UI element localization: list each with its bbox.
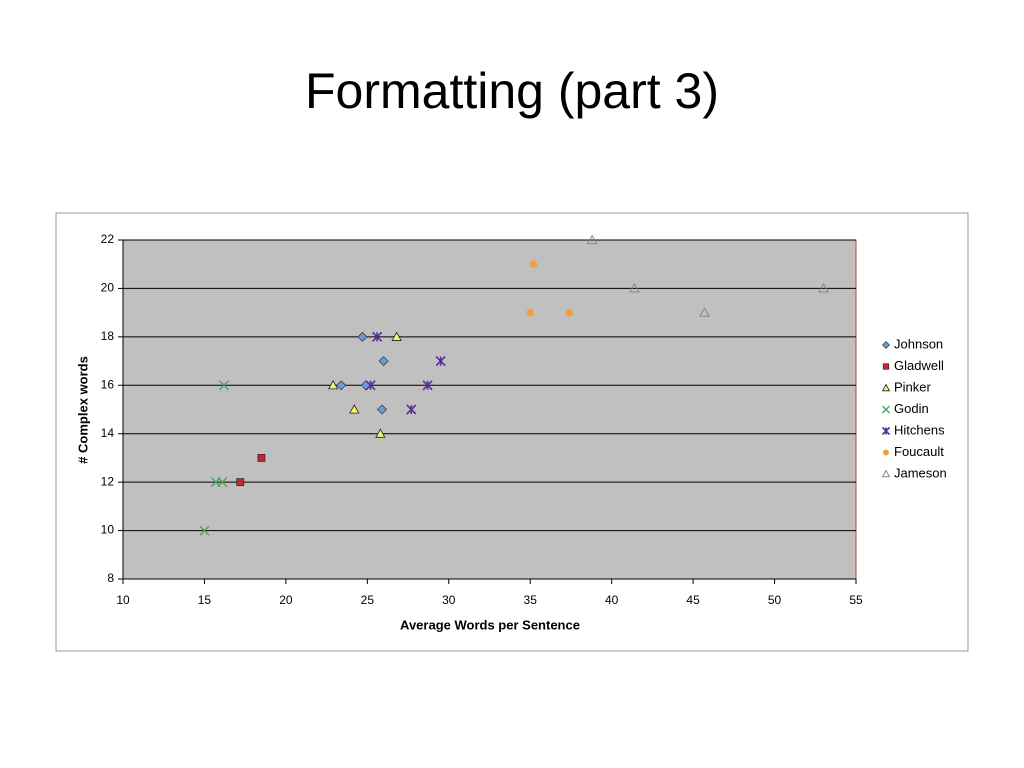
legend-marker xyxy=(882,405,890,414)
x-tick-label: 55 xyxy=(849,593,863,607)
y-tick-label: 18 xyxy=(101,329,115,343)
point xyxy=(372,331,383,342)
point xyxy=(391,331,402,341)
legend-label: Pinker xyxy=(894,379,932,394)
point xyxy=(629,282,640,293)
point xyxy=(336,380,347,391)
point xyxy=(586,234,598,245)
point xyxy=(435,356,446,367)
point xyxy=(406,404,417,415)
x-tick-label: 35 xyxy=(524,593,538,607)
point xyxy=(199,525,210,536)
point xyxy=(236,478,245,487)
y-tick-label: 14 xyxy=(101,426,115,440)
legend-marker xyxy=(882,363,890,370)
x-tick-label: 40 xyxy=(605,593,619,607)
point xyxy=(218,380,229,391)
x-axis-label: Average Words per Sentence xyxy=(400,617,580,632)
legend-marker xyxy=(881,426,891,436)
x-tick-label: 15 xyxy=(198,593,212,607)
legend-label: Foucault xyxy=(894,444,944,459)
y-axis-label: # Complex words xyxy=(75,356,90,464)
point xyxy=(377,404,387,415)
x-tick-label: 25 xyxy=(361,593,375,607)
y-tick-label: 16 xyxy=(101,377,115,391)
legend-marker xyxy=(882,341,890,349)
point xyxy=(699,307,710,317)
legend-marker xyxy=(883,449,889,456)
y-tick-label: 8 xyxy=(107,571,114,585)
x-tick-label: 20 xyxy=(279,593,293,607)
point xyxy=(365,380,376,391)
point xyxy=(357,331,368,342)
point xyxy=(349,404,360,414)
legend-marker xyxy=(881,469,891,478)
point xyxy=(529,260,538,269)
legend-label: Godin xyxy=(894,401,929,416)
point xyxy=(378,356,389,366)
point xyxy=(375,428,386,438)
plot-area xyxy=(122,239,857,580)
legend-label: Jameson xyxy=(894,465,947,480)
x-tick-label: 45 xyxy=(686,593,700,607)
point xyxy=(422,380,433,391)
point xyxy=(526,308,535,317)
y-tick-label: 12 xyxy=(101,474,115,488)
point xyxy=(217,477,228,488)
x-tick-label: 30 xyxy=(442,593,456,607)
legend-marker xyxy=(881,383,891,392)
slide-title: Formatting (part 3) xyxy=(304,63,719,119)
y-tick-label: 20 xyxy=(101,281,115,295)
legend-label: Johnson xyxy=(894,336,943,351)
point xyxy=(818,282,829,293)
y-tick-label: 10 xyxy=(101,523,115,537)
point xyxy=(327,379,339,390)
legend-label: Hitchens xyxy=(894,422,945,437)
legend-label: Gladwell xyxy=(894,358,944,373)
point xyxy=(257,454,266,462)
y-tick-label: 22 xyxy=(101,232,115,246)
x-tick-label: 50 xyxy=(768,593,782,607)
point xyxy=(565,308,574,317)
x-tick-label: 10 xyxy=(116,593,130,607)
